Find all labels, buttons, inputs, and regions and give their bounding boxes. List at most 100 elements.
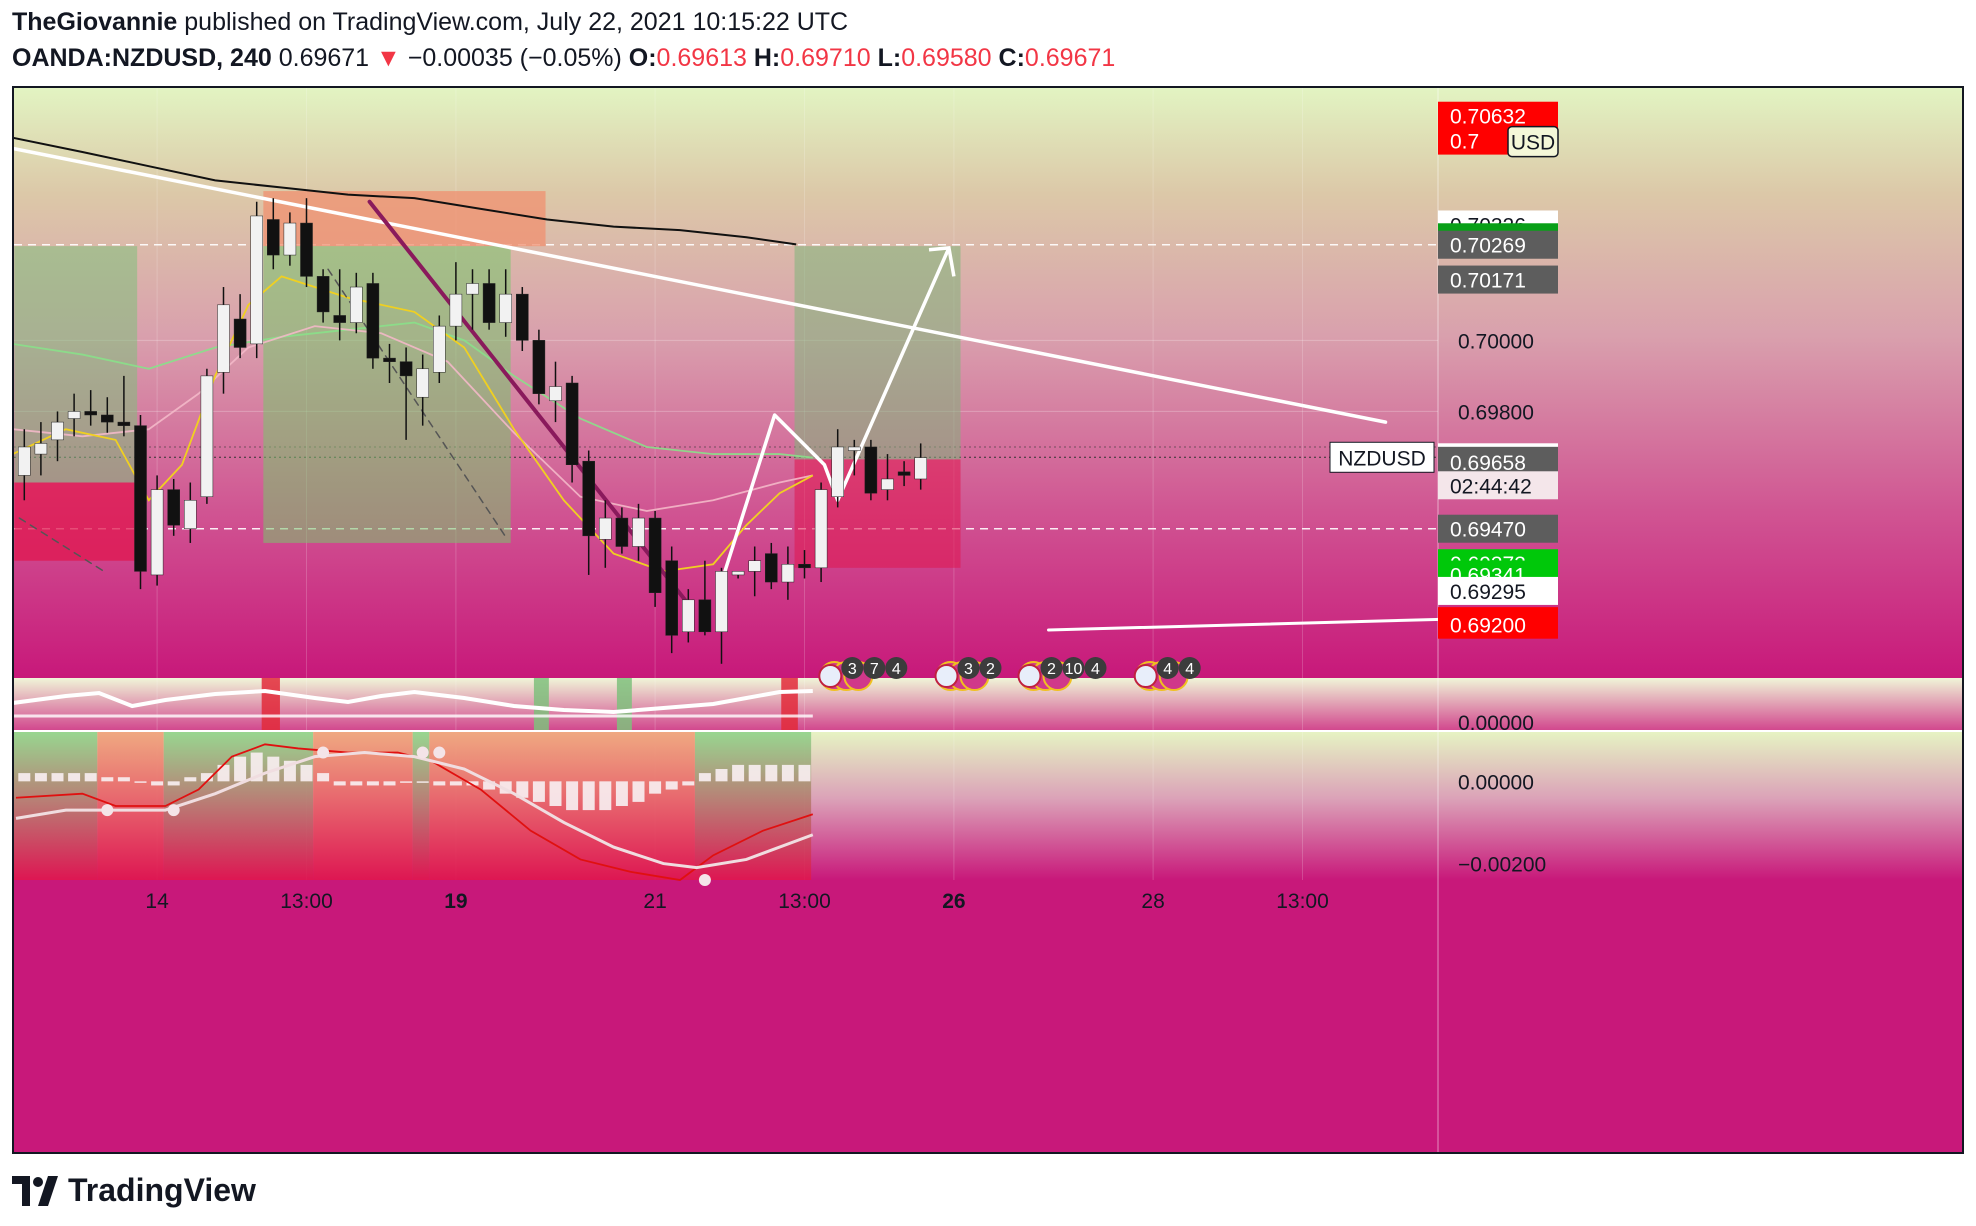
candle-body — [466, 283, 479, 295]
signal-band — [781, 678, 798, 730]
candle-body — [632, 517, 645, 547]
event-count-label: 4 — [1163, 661, 1172, 678]
candle-body — [366, 283, 380, 359]
event-count-label: 10 — [1065, 661, 1083, 678]
candle-body — [731, 571, 745, 576]
candle — [250, 201, 263, 359]
candle-body — [267, 219, 280, 256]
price-chart[interactable]: 3 7 4 3 2 2 10 4 4 4 0.700000.698000.706320.70.70… — [14, 88, 1962, 1152]
candle — [150, 475, 164, 586]
signal-band — [616, 678, 632, 730]
candle-body — [582, 460, 595, 537]
macd-cross-marker — [433, 746, 446, 759]
candle-body — [383, 357, 396, 362]
time-tick-label: 21 — [643, 890, 666, 913]
macd-histogram-bar — [632, 781, 645, 802]
candle-body — [350, 286, 363, 323]
time-axis[interactable]: 14 13:00 19 21 13:00 26 28 13:00 — [145, 890, 1328, 913]
candle — [34, 422, 48, 476]
candle — [698, 560, 712, 636]
price-tag-label: 0.69470 — [1450, 519, 1526, 542]
ema-20-line — [14, 275, 814, 573]
time-tick-label: 26 — [942, 890, 965, 913]
macd-histogram-bar — [117, 777, 130, 782]
oscillator-pane-background — [14, 678, 1962, 730]
candles — [18, 198, 927, 664]
candle — [482, 269, 496, 330]
candle-body — [599, 517, 612, 540]
candle — [814, 482, 828, 583]
ma-200-line — [14, 137, 797, 246]
tradingview-logo[interactable]: TradingView — [12, 1172, 256, 1209]
candle — [449, 262, 463, 341]
candle — [864, 439, 878, 501]
macd-histogram-bar — [433, 781, 446, 786]
candle-body — [18, 446, 31, 476]
macd-histogram-bar — [516, 781, 529, 798]
candle — [615, 507, 629, 554]
candle — [233, 294, 247, 359]
macd-regime-band — [412, 732, 430, 880]
candle-body — [848, 446, 861, 451]
price-tick-label: 0.69800 — [1458, 401, 1534, 424]
candle — [516, 287, 529, 352]
event-count-label: 4 — [1185, 661, 1194, 678]
event-count-label: 7 — [870, 661, 879, 678]
event-count-label: 3 — [848, 661, 857, 678]
economic-events[interactable]: 3 7 4 3 2 2 10 4 4 4 — [818, 657, 1201, 691]
oscillator-line — [14, 688, 813, 715]
event-count-label: 2 — [1047, 661, 1056, 678]
price-axis[interactable]: 0.700000.698000.706320.70.703260.702900.… — [1329, 88, 1559, 1152]
publish-date: published on TradingView.com, July 22, 2… — [177, 8, 849, 36]
candle — [399, 347, 413, 440]
macd-histogram-bar — [217, 764, 230, 782]
macd-histogram-bar — [18, 773, 31, 782]
candle — [101, 397, 114, 433]
macd-histogram-bar — [200, 773, 213, 782]
symbol-label: NZDUSD — [1338, 447, 1426, 470]
macd-histogram-bar — [748, 764, 761, 782]
price-tag-box — [1438, 610, 1558, 639]
macd-histogram-bar — [68, 773, 81, 782]
candle-body — [665, 560, 678, 636]
macd-histogram-bar — [781, 764, 794, 782]
candle — [731, 571, 745, 579]
candle-body — [765, 553, 778, 583]
candle — [499, 269, 512, 337]
macd-histogram-bar — [798, 764, 811, 782]
macd-histogram-bar — [566, 781, 579, 811]
macd-histogram-bar — [383, 781, 396, 786]
candle — [798, 550, 811, 579]
candle-body — [814, 489, 828, 569]
candle — [267, 198, 280, 270]
candle-body — [333, 315, 346, 323]
macd-cross-marker — [167, 804, 180, 817]
candle-body — [565, 382, 579, 465]
symbol-name[interactable]: OANDA:NZDUSD — [12, 44, 217, 72]
candle-body — [798, 564, 811, 569]
candle — [84, 390, 97, 426]
candle — [848, 439, 861, 476]
event-count-badge — [885, 657, 908, 679]
event-count-badge — [1178, 657, 1201, 679]
macd-cross-marker — [101, 804, 114, 817]
candle — [433, 315, 446, 383]
macd-cross-marker — [317, 746, 330, 759]
candle — [748, 546, 761, 597]
time-tick-label: 13:00 — [1276, 890, 1329, 913]
candle — [914, 443, 927, 490]
candle-body — [250, 215, 263, 345]
candle — [184, 482, 197, 543]
event-count-label: 4 — [892, 661, 901, 678]
high-value: 0.69710 — [780, 44, 871, 72]
author-name[interactable]: TheGiovannie — [12, 8, 178, 36]
currency-badge — [1507, 125, 1559, 158]
chart-frame[interactable]: 3 7 4 3 2 2 10 4 4 4 0.70000 0.69800 0.70632 0.7 0.70… — [12, 86, 1964, 1154]
candle — [532, 329, 546, 405]
ma-50-line — [14, 325, 813, 512]
price-tag-label: 0.70269 — [1450, 235, 1526, 258]
candle-body — [864, 446, 878, 494]
candle — [167, 478, 180, 536]
candle — [18, 429, 31, 501]
